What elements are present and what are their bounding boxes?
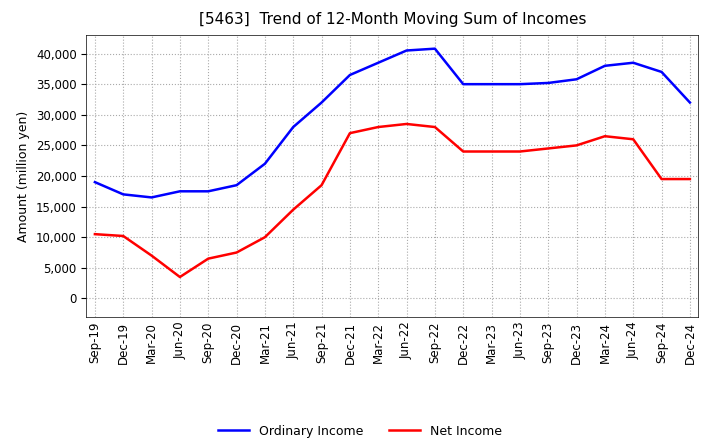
Ordinary Income xyxy=(459,81,467,87)
Net Income xyxy=(176,275,184,280)
Net Income xyxy=(346,131,354,136)
Net Income xyxy=(318,183,326,188)
Ordinary Income xyxy=(176,189,184,194)
Ordinary Income xyxy=(204,189,212,194)
Net Income xyxy=(600,134,609,139)
Net Income xyxy=(148,253,156,258)
Net Income xyxy=(402,121,411,127)
Ordinary Income xyxy=(119,192,127,197)
Legend: Ordinary Income, Net Income: Ordinary Income, Net Income xyxy=(213,420,507,440)
Net Income xyxy=(544,146,552,151)
Ordinary Income xyxy=(148,195,156,200)
Ordinary Income xyxy=(431,46,439,51)
Net Income xyxy=(204,256,212,261)
Ordinary Income xyxy=(516,81,524,87)
Net Income xyxy=(119,233,127,238)
Net Income xyxy=(572,143,581,148)
Ordinary Income xyxy=(261,161,269,166)
Net Income xyxy=(459,149,467,154)
Net Income xyxy=(91,231,99,237)
Net Income xyxy=(233,250,241,255)
Ordinary Income xyxy=(233,183,241,188)
Net Income xyxy=(289,207,297,213)
Ordinary Income xyxy=(572,77,581,82)
Ordinary Income xyxy=(600,63,609,69)
Net Income xyxy=(431,125,439,130)
Ordinary Income xyxy=(544,81,552,86)
Ordinary Income xyxy=(374,60,382,66)
Ordinary Income xyxy=(685,100,694,105)
Ordinary Income xyxy=(657,69,666,74)
Ordinary Income xyxy=(629,60,637,66)
Y-axis label: Amount (million yen): Amount (million yen) xyxy=(17,110,30,242)
Ordinary Income xyxy=(402,48,411,53)
Title: [5463]  Trend of 12-Month Moving Sum of Incomes: [5463] Trend of 12-Month Moving Sum of I… xyxy=(199,12,586,27)
Ordinary Income xyxy=(318,100,326,105)
Line: Ordinary Income: Ordinary Income xyxy=(95,49,690,198)
Net Income xyxy=(685,176,694,182)
Ordinary Income xyxy=(91,180,99,185)
Net Income xyxy=(516,149,524,154)
Net Income xyxy=(629,137,637,142)
Line: Net Income: Net Income xyxy=(95,124,690,277)
Net Income xyxy=(657,176,666,182)
Net Income xyxy=(261,235,269,240)
Ordinary Income xyxy=(346,72,354,77)
Ordinary Income xyxy=(487,81,496,87)
Net Income xyxy=(487,149,496,154)
Net Income xyxy=(374,125,382,130)
Ordinary Income xyxy=(289,125,297,130)
